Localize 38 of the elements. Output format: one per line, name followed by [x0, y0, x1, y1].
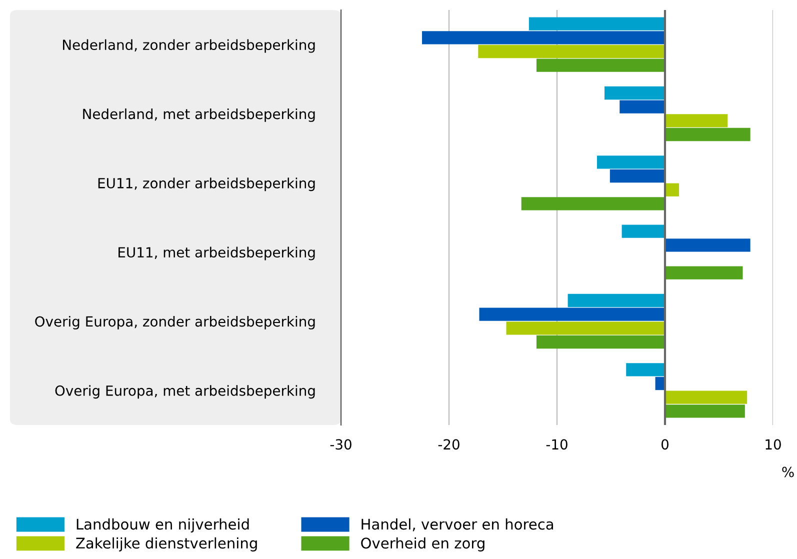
bar [528, 17, 665, 30]
bar [422, 31, 665, 44]
x-axis-title: % [782, 466, 794, 478]
bar [568, 294, 665, 308]
bar [665, 404, 745, 418]
bar [665, 238, 750, 252]
bar [620, 100, 665, 114]
bar [665, 390, 748, 404]
bar [610, 169, 665, 183]
x-tick-label: -30 [330, 439, 352, 450]
bar [479, 308, 665, 321]
bar [665, 114, 728, 128]
legend-label: Landbouw en nijverheid [76, 518, 249, 533]
bar [506, 322, 665, 335]
bar [536, 335, 665, 349]
bar [622, 224, 665, 238]
legend-label: Zakelijke dienstverlening [76, 537, 257, 552]
y-tick-label: Overig Europa, met arbeidsbeperking [55, 385, 315, 399]
bar [665, 183, 680, 196]
legend-label: Handel, vervoer en horeca [362, 518, 554, 532]
y-tick-label: Nederland, zonder arbeidsbeperking [63, 39, 315, 53]
bar [626, 363, 665, 376]
x-tick-label: -20 [438, 439, 460, 450]
bar [521, 197, 665, 210]
x-tick-label: -10 [546, 439, 568, 450]
y-tick-label: Nederland, met arbeidsbeperking [83, 108, 315, 122]
y-tick-label: EU11, met arbeidsbeperking [118, 246, 315, 260]
bar [478, 44, 665, 58]
bar [604, 86, 665, 100]
y-tick-label: EU11, zonder arbeidsbeperking [98, 178, 315, 192]
x-tick-label: 10 [766, 439, 781, 450]
bar [536, 58, 665, 72]
bar [665, 266, 743, 280]
bar [596, 156, 665, 169]
legend-label: Overheid en zorg [361, 537, 484, 552]
bar [665, 128, 750, 142]
y-tick-label: Overig Europa, zonder arbeidsbeperking [35, 316, 315, 330]
x-tick-label: 0 [661, 439, 668, 450]
